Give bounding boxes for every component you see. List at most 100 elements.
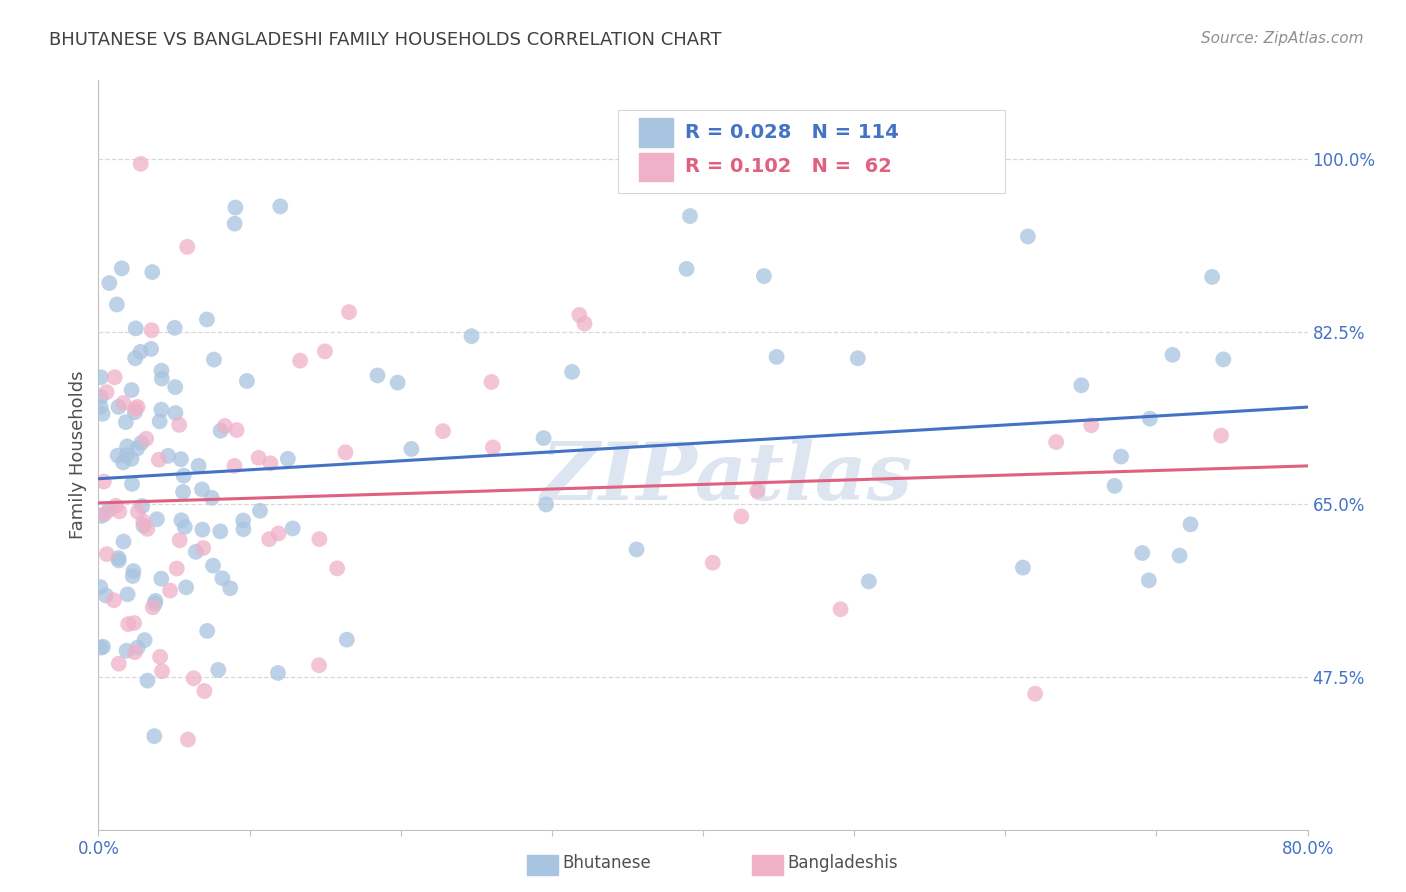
Point	[209, 424, 232, 438]
Point	[143, 597, 166, 611]
Point	[830, 602, 852, 616]
Point	[288, 353, 311, 368]
Point	[1130, 546, 1153, 560]
Point	[134, 633, 156, 648]
FancyBboxPatch shape	[619, 111, 1005, 193]
Point	[765, 350, 787, 364]
Point	[1109, 450, 1132, 464]
Point	[460, 329, 482, 343]
Point	[326, 561, 349, 575]
Point	[1070, 378, 1092, 392]
Point	[1017, 229, 1039, 244]
Text: BHUTANESE VS BANGLADESHI FAMILY HOUSEHOLDS CORRELATION CHART: BHUTANESE VS BANGLADESHI FAMILY HOUSEHOL…	[49, 31, 721, 49]
Point	[202, 558, 225, 573]
Point	[89, 580, 111, 594]
Point	[129, 344, 152, 359]
Point	[858, 574, 880, 589]
Point	[159, 583, 181, 598]
Point	[127, 442, 149, 456]
Point	[129, 435, 152, 450]
Point	[174, 580, 197, 594]
Text: R = 0.028   N = 114: R = 0.028 N = 114	[685, 123, 898, 142]
Point	[846, 351, 869, 366]
Point	[165, 406, 187, 420]
Point	[191, 483, 214, 497]
Text: ZIPatlas: ZIPatlas	[541, 439, 914, 516]
Point	[146, 512, 169, 526]
Point	[568, 308, 591, 322]
Point	[157, 449, 180, 463]
Point	[107, 553, 129, 567]
Point	[1024, 687, 1046, 701]
Point	[170, 452, 193, 467]
Point	[90, 390, 112, 404]
Point	[249, 504, 271, 518]
Point	[90, 640, 112, 655]
Point	[1045, 435, 1067, 450]
Point	[173, 468, 195, 483]
Point	[225, 423, 247, 437]
Text: R = 0.102   N =  62: R = 0.102 N = 62	[685, 157, 891, 176]
Point	[165, 380, 187, 394]
Point	[257, 532, 280, 546]
Point	[149, 649, 172, 664]
Point	[94, 589, 117, 603]
Point	[91, 640, 114, 654]
Text: Source: ZipAtlas.com: Source: ZipAtlas.com	[1201, 31, 1364, 46]
Point	[183, 671, 205, 685]
Point	[104, 370, 127, 384]
Point	[202, 352, 225, 367]
Point	[90, 400, 112, 414]
Point	[163, 320, 186, 334]
Point	[679, 209, 702, 223]
Point	[281, 521, 304, 535]
Point	[533, 431, 555, 445]
Point	[141, 323, 163, 337]
Point	[193, 684, 215, 698]
Point	[173, 520, 195, 534]
Point	[269, 199, 291, 213]
Point	[121, 476, 143, 491]
Point	[94, 507, 117, 521]
Point	[112, 455, 135, 469]
Point	[1080, 418, 1102, 433]
Y-axis label: Family Households: Family Households	[69, 371, 87, 539]
Point	[1180, 517, 1202, 532]
Point	[432, 424, 454, 438]
Point	[1168, 549, 1191, 563]
Point	[122, 564, 145, 578]
Point	[115, 439, 138, 453]
Point	[481, 375, 503, 389]
Point	[150, 371, 173, 385]
Point	[201, 491, 224, 505]
Point	[1209, 428, 1232, 442]
Point	[150, 572, 173, 586]
Point	[115, 415, 138, 429]
Point	[191, 523, 214, 537]
Point	[166, 561, 188, 575]
Point	[172, 484, 194, 499]
Point	[314, 344, 336, 359]
Point	[169, 533, 191, 548]
Point	[675, 261, 697, 276]
Point	[626, 542, 648, 557]
Point	[121, 383, 143, 397]
Point	[150, 664, 173, 678]
Point	[267, 526, 290, 541]
Point	[135, 432, 157, 446]
Point	[98, 276, 121, 290]
Point	[122, 615, 145, 630]
Point	[167, 417, 190, 432]
FancyBboxPatch shape	[638, 153, 673, 181]
Point	[1212, 352, 1234, 367]
Point	[308, 532, 330, 546]
Point	[752, 269, 775, 284]
Point	[574, 317, 596, 331]
Point	[224, 217, 246, 231]
Point	[98, 502, 121, 516]
Point	[121, 569, 143, 583]
Point	[1012, 560, 1035, 574]
Point	[117, 587, 139, 601]
Point	[207, 663, 229, 677]
Point	[214, 419, 236, 434]
